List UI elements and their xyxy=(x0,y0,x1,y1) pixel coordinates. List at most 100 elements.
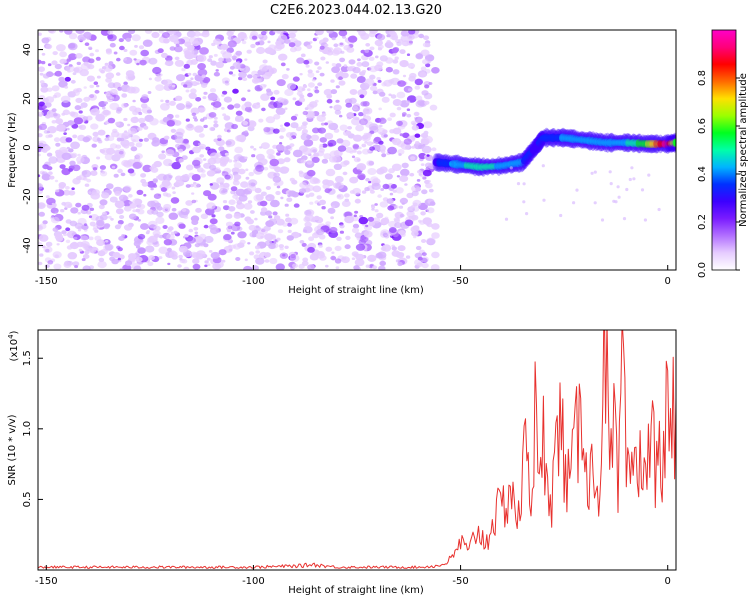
noise-blob xyxy=(183,215,189,220)
noise-blob xyxy=(220,43,229,51)
noise-blob xyxy=(135,256,143,263)
noise-blob xyxy=(39,72,44,76)
noise-blob xyxy=(210,60,217,66)
noise-blob xyxy=(346,112,355,119)
noise-blob xyxy=(163,135,170,140)
noise-blob xyxy=(132,209,137,213)
noise-blob xyxy=(321,143,328,148)
noise-blob xyxy=(175,43,180,47)
noise-blob xyxy=(244,130,248,133)
noise-blob xyxy=(382,129,388,134)
noise-blob xyxy=(153,193,162,199)
noise-blob xyxy=(212,263,222,270)
noise-blob xyxy=(344,98,353,104)
noise-blob xyxy=(310,147,318,153)
noise-blob xyxy=(54,70,62,77)
noise-blob xyxy=(46,166,53,171)
noise-blob xyxy=(331,62,337,67)
noise-blob xyxy=(281,73,289,80)
noise-blob xyxy=(365,43,371,47)
noise-blob xyxy=(80,241,90,249)
noise-blob xyxy=(129,203,137,209)
noise-blob xyxy=(195,207,202,213)
noise-blob xyxy=(91,143,97,148)
noise-blob xyxy=(71,164,81,172)
noise-blob xyxy=(202,96,207,100)
noise-blob xyxy=(391,138,398,144)
noise-blob xyxy=(107,82,116,89)
noise-blob xyxy=(171,84,176,88)
noise-blob xyxy=(424,84,430,89)
noise-blob xyxy=(149,118,159,126)
noise-blob xyxy=(99,165,106,170)
noise-blob xyxy=(388,227,397,233)
noise-blob xyxy=(46,87,53,92)
noise-blob xyxy=(358,146,362,150)
signal-echo xyxy=(590,171,594,175)
noise-blob xyxy=(227,35,234,41)
noise-blob xyxy=(289,137,293,141)
noise-blob xyxy=(409,173,413,177)
noise-blob xyxy=(368,221,376,227)
noise-blob xyxy=(296,57,305,64)
noise-blob xyxy=(363,111,368,115)
noise-blob xyxy=(211,214,216,218)
noise-blob xyxy=(96,75,101,79)
noise-blob xyxy=(236,61,240,64)
noise-blob xyxy=(266,197,270,200)
noise-blob xyxy=(82,176,88,181)
noise-blob xyxy=(64,207,68,210)
noise-blob xyxy=(369,74,376,80)
noise-blob xyxy=(55,189,60,193)
noise-blob xyxy=(152,230,161,237)
noise-blob xyxy=(241,97,246,102)
noise-blob xyxy=(75,53,83,59)
noise-blob xyxy=(178,223,186,229)
noise-blob xyxy=(65,137,73,143)
noise-blob xyxy=(233,154,244,162)
noise-blob xyxy=(155,84,165,91)
noise-blob xyxy=(111,130,120,138)
noise-blob xyxy=(324,188,331,194)
noise-blob xyxy=(351,155,356,159)
noise-blob xyxy=(306,103,315,110)
noise-blob xyxy=(94,229,99,233)
noise-blob xyxy=(111,165,116,169)
noise-blob xyxy=(272,211,278,216)
noise-blob xyxy=(158,153,167,160)
noise-blob xyxy=(283,167,290,172)
noise-blob xyxy=(147,220,158,229)
noise-blob xyxy=(195,97,202,102)
noise-blob xyxy=(171,161,181,170)
noise-blob xyxy=(285,213,290,217)
noise-blob xyxy=(161,31,170,39)
noise-blob xyxy=(84,223,88,226)
noise-blob xyxy=(167,262,171,266)
noise-blob xyxy=(284,107,288,110)
noise-blob xyxy=(423,35,430,40)
noise-blob xyxy=(364,187,370,192)
noise-blob xyxy=(97,261,107,269)
noise-blob xyxy=(358,112,364,117)
noise-blob xyxy=(407,34,415,40)
colorbar-label: Normalized spectral amplitude xyxy=(738,73,749,227)
noise-blob xyxy=(230,231,235,235)
noise-blob xyxy=(166,247,172,252)
noise-blob xyxy=(277,97,285,103)
noise-blob xyxy=(222,90,228,95)
noise-blob xyxy=(339,57,346,63)
noise-blob xyxy=(380,188,385,191)
noise-blob xyxy=(205,146,211,151)
y-tick-label: 1.5 xyxy=(22,350,33,366)
noise-blob xyxy=(38,59,42,65)
colorbar-tick-label: 0.6 xyxy=(697,118,708,134)
noise-blob xyxy=(65,239,71,244)
noise-blob xyxy=(387,146,397,155)
noise-blob xyxy=(107,117,116,124)
noise-blob xyxy=(192,72,198,77)
noise-blob xyxy=(150,187,154,191)
noise-blob xyxy=(161,150,165,154)
noise-blob xyxy=(193,227,199,231)
noise-blob xyxy=(117,257,122,261)
noise-blob xyxy=(286,82,297,90)
